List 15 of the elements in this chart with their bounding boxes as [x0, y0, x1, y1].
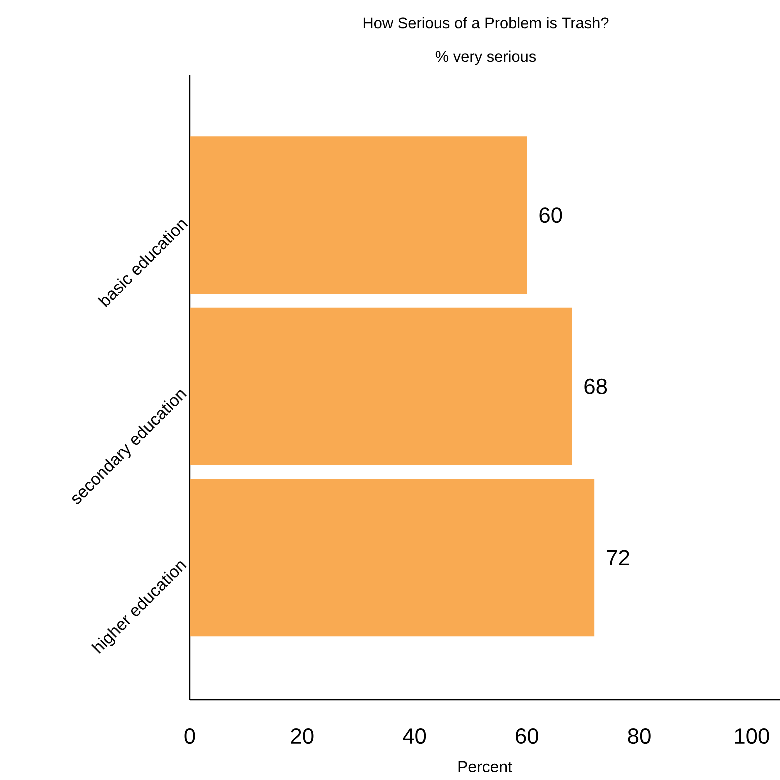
x-axis-title: Percent	[458, 761, 512, 773]
x-tick-label: 40	[403, 728, 426, 744]
x-tick-label: 0	[184, 728, 196, 744]
x-tick-label: 80	[628, 728, 651, 744]
x-tick-label: 60	[516, 728, 538, 744]
bar	[190, 136, 528, 294]
x-tick-label: 20	[291, 728, 314, 744]
bar	[190, 479, 595, 637]
data-label: 72	[607, 550, 630, 566]
chart-title: How Serious of a Problem is Trash?	[364, 17, 609, 29]
data-label: 68	[584, 378, 608, 394]
chart-subtitle: % very serious	[436, 50, 536, 66]
bar	[190, 308, 572, 466]
x-tick-label: 100	[735, 728, 770, 744]
data-label: 60	[540, 208, 562, 224]
